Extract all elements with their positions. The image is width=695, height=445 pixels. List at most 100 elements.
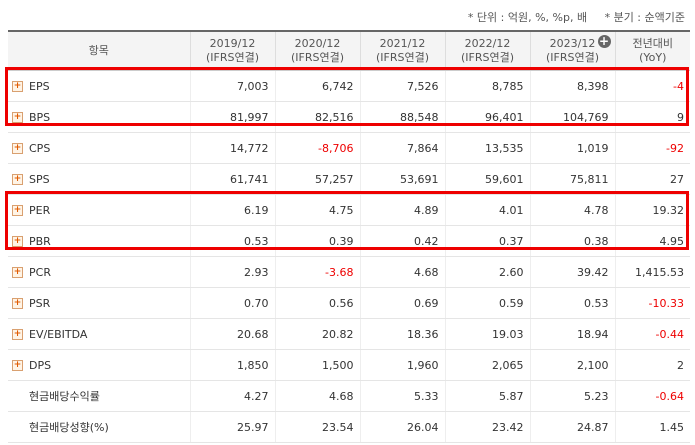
- header-row: 항목 2019/12 (IFRS연결) 2020/12 (IFRS연결) 2021/…: [8, 30, 690, 71]
- value-cell: 7,864: [359, 132, 445, 164]
- table-row: + PCR 2.93 -3.68 4.68 2.60 39.42 1,415.53: [8, 256, 690, 288]
- row-label-text: CPS: [29, 141, 51, 155]
- row-label[interactable]: + DPS: [8, 349, 190, 381]
- value-cell: 2,065: [444, 349, 530, 381]
- header-yoy: 전년대비 (YoY): [614, 30, 690, 71]
- row-label[interactable]: + CPS: [8, 132, 190, 164]
- value-cell: 18.94: [529, 318, 615, 350]
- expand-plus-icon[interactable]: +: [12, 267, 23, 278]
- value-cell: -8,706: [274, 132, 360, 164]
- row-label-text: SPS: [29, 172, 50, 186]
- value-cell: 39.42: [529, 256, 615, 288]
- unit-note: * 단위 : 억원, %, %p, 배: [467, 11, 588, 24]
- table-row: + PBR 0.53 0.39 0.42 0.37 0.38 4.95: [8, 225, 690, 257]
- row-label[interactable]: + PBR: [8, 225, 190, 257]
- row-label-text: EV/EBITDA: [29, 327, 88, 341]
- row-label[interactable]: + BPS: [8, 101, 190, 133]
- expand-plus-icon[interactable]: +: [12, 81, 23, 92]
- financial-ratio-table: 항목 2019/12 (IFRS연결) 2020/12 (IFRS연결) 2021/…: [8, 30, 690, 443]
- table-row: + PSR 0.70 0.56 0.69 0.59 0.53 -10.33: [8, 287, 690, 319]
- expand-plus-icon[interactable]: +: [12, 298, 23, 309]
- value-cell: 0.42: [359, 225, 445, 257]
- table-notes: * 단위 : 억원, %, %p, 배 * 분기 : 순액기준: [454, 9, 685, 25]
- yoy-cell: 2: [614, 349, 690, 381]
- expand-plus-icon[interactable]: +: [12, 112, 23, 123]
- value-cell: 25.97: [189, 411, 275, 443]
- yoy-cell: -10.33: [614, 287, 690, 319]
- yoy-cell: -0.64: [614, 380, 690, 412]
- value-cell: 20.68: [189, 318, 275, 350]
- row-label-text: 현금배당수익률: [29, 390, 100, 403]
- value-cell: 1,960: [359, 349, 445, 381]
- value-cell: 0.38: [529, 225, 615, 257]
- value-cell: 26.04: [359, 411, 445, 443]
- value-cell: 24.87: [529, 411, 615, 443]
- expand-plus-icon[interactable]: +: [12, 143, 23, 154]
- yoy-cell: 4.95: [614, 225, 690, 257]
- value-cell: 2,100: [529, 349, 615, 381]
- period-note: * 분기 : 순액기준: [604, 11, 685, 24]
- value-cell: 14,772: [189, 132, 275, 164]
- value-cell: 8,398: [529, 70, 615, 102]
- table-row: + BPS 81,997 82,516 88,548 96,401 104,769 9: [8, 101, 690, 133]
- expand-plus-icon[interactable]: +: [12, 360, 23, 371]
- yoy-cell: 19.32: [614, 194, 690, 226]
- row-label[interactable]: + PSR: [8, 287, 190, 319]
- value-cell: 104,769: [529, 101, 615, 133]
- expand-plus-icon[interactable]: +: [12, 329, 23, 340]
- table-row: + DPS 1,850 1,500 1,960 2,065 2,100 2: [8, 349, 690, 381]
- row-label[interactable]: + SPS: [8, 163, 190, 195]
- value-cell: 82,516: [274, 101, 360, 133]
- yoy-cell: 1.45: [614, 411, 690, 443]
- value-cell: 4.75: [274, 194, 360, 226]
- value-cell: 4.68: [359, 256, 445, 288]
- row-label-text: PER: [29, 203, 51, 217]
- row-label[interactable]: + PCR: [8, 256, 190, 288]
- value-cell: 20.82: [274, 318, 360, 350]
- value-cell: 0.69: [359, 287, 445, 319]
- value-cell: 23.54: [274, 411, 360, 443]
- expand-plus-icon[interactable]: +: [12, 174, 23, 185]
- value-cell: 4.01: [444, 194, 530, 226]
- row-label[interactable]: + PER: [8, 194, 190, 226]
- row-label-text: 현금배당성향(%): [29, 421, 109, 434]
- yoy-cell: -0.44: [614, 318, 690, 350]
- header-year-2021: 2021/12 (IFRS연결): [359, 30, 445, 71]
- value-cell: 4.27: [189, 380, 275, 412]
- table-row: + CPS 14,772 -8,706 7,864 13,535 1,019 -92: [8, 132, 690, 164]
- value-cell: 0.39: [274, 225, 360, 257]
- value-cell: 5.87: [444, 380, 530, 412]
- table-row: + EV/EBITDA 20.68 20.82 18.36 19.03 18.94 -0.44: [8, 318, 690, 350]
- expand-plus-icon[interactable]: +: [12, 236, 23, 247]
- row-label[interactable]: + EV/EBITDA: [8, 318, 190, 350]
- value-cell: 4.89: [359, 194, 445, 226]
- header-item: 항목: [8, 30, 190, 71]
- value-cell: 8,785: [444, 70, 530, 102]
- value-cell: 0.53: [189, 225, 275, 257]
- add-column-icon[interactable]: +: [597, 34, 611, 48]
- expand-plus-icon[interactable]: +: [12, 205, 23, 216]
- value-cell: 0.53: [529, 287, 615, 319]
- table-row: + EPS 7,003 6,742 7,526 8,785 8,398 -4: [8, 70, 690, 102]
- row-label: 현금배당수익률: [8, 380, 190, 412]
- header-year-2023: 2023/12 (IFRS연결) +: [529, 30, 615, 71]
- value-cell: 4.68: [274, 380, 360, 412]
- value-cell: 59,601: [444, 163, 530, 195]
- row-label-text: PBR: [29, 234, 51, 248]
- table-row: + SPS 61,741 57,257 53,691 59,601 75,811 27: [8, 163, 690, 195]
- value-cell: 88,548: [359, 101, 445, 133]
- row-label[interactable]: + EPS: [8, 70, 190, 102]
- header-year-2022: 2022/12 (IFRS연결): [444, 30, 530, 71]
- value-cell: 7,526: [359, 70, 445, 102]
- value-cell: 53,691: [359, 163, 445, 195]
- header-year-2020: 2020/12 (IFRS연결): [274, 30, 360, 71]
- value-cell: 1,850: [189, 349, 275, 381]
- yoy-cell: -4: [614, 70, 690, 102]
- value-cell: 5.23: [529, 380, 615, 412]
- row-label-text: PSR: [29, 296, 51, 310]
- value-cell: 7,003: [189, 70, 275, 102]
- value-cell: 2.93: [189, 256, 275, 288]
- value-cell: 57,257: [274, 163, 360, 195]
- value-cell: 1,500: [274, 349, 360, 381]
- yoy-cell: 27: [614, 163, 690, 195]
